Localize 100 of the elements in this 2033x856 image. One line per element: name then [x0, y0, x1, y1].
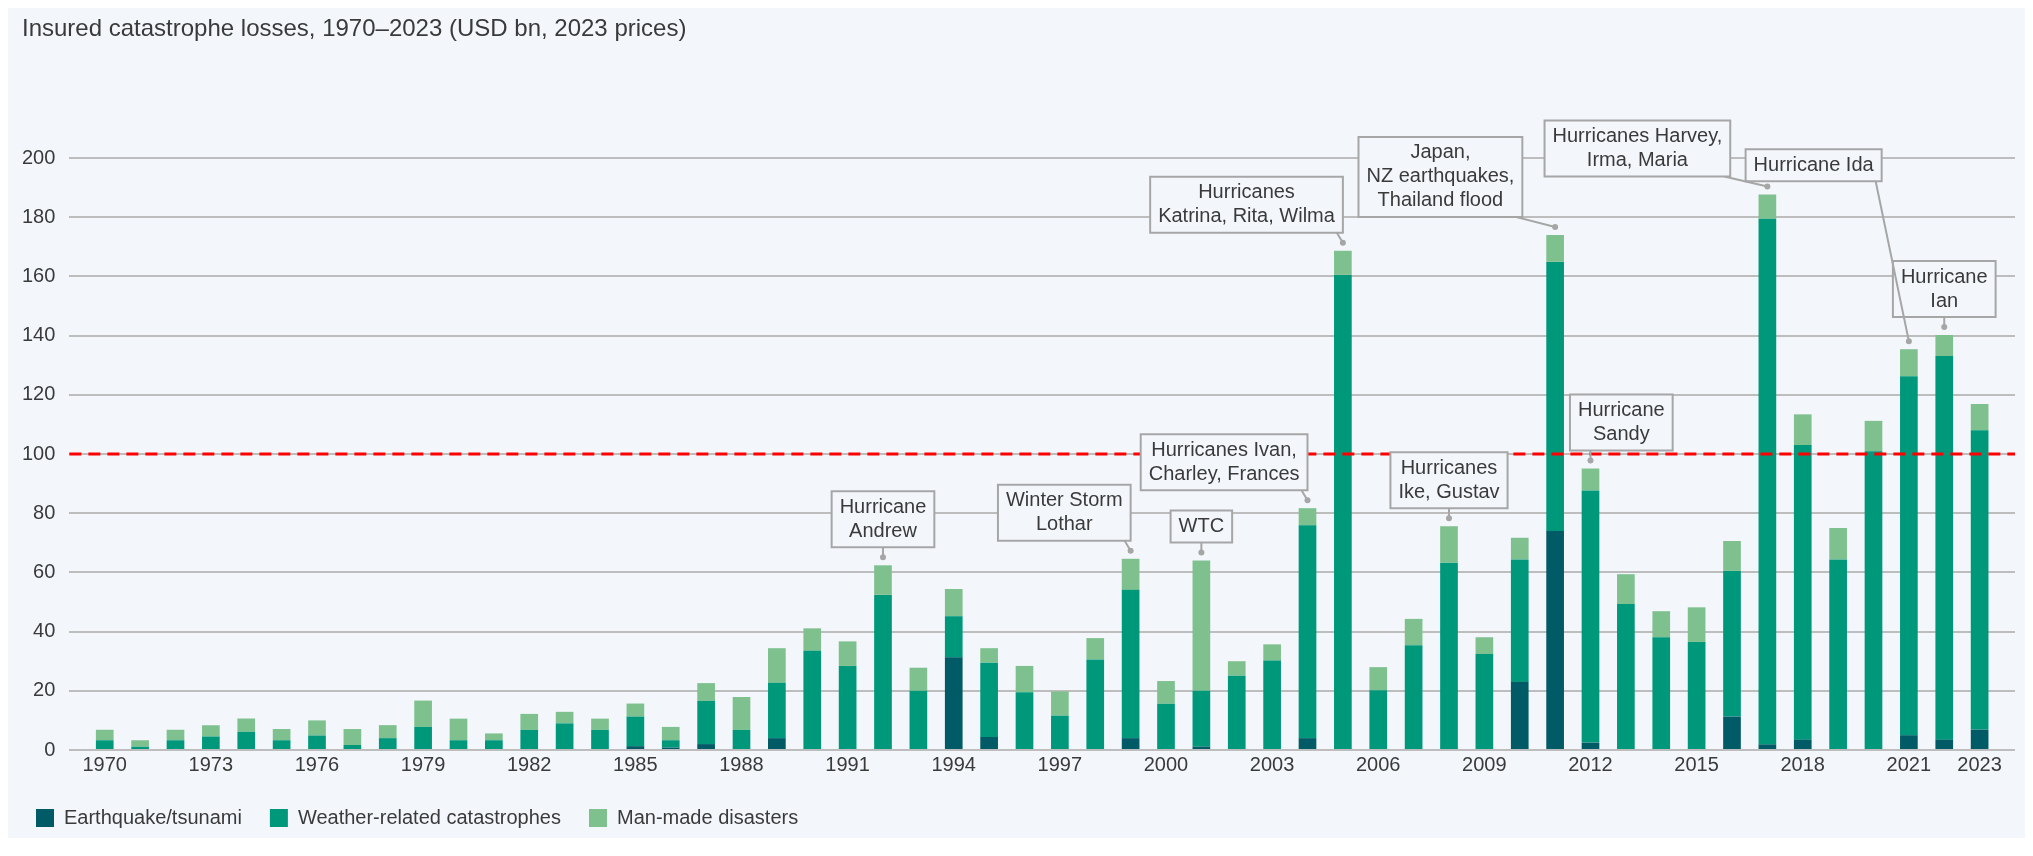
bar	[768, 738, 786, 749]
y-tick-label: 200	[21, 145, 56, 168]
y-tick-label: 100	[21, 441, 56, 464]
x-tick-label: 1991	[825, 752, 870, 775]
bar	[1793, 414, 1812, 446]
bar	[520, 713, 539, 730]
bar	[1829, 528, 1847, 560]
bar	[1900, 376, 1918, 736]
annotation: Winter Storm Lothar	[1005, 488, 1123, 535]
bar	[1475, 637, 1494, 655]
bar	[1864, 420, 1883, 452]
x-tick-label: 2006	[1356, 752, 1401, 775]
bar	[414, 700, 432, 727]
bar	[1793, 739, 1812, 749]
bar	[1581, 490, 1600, 743]
y-tick-label: 120	[21, 382, 56, 405]
bar	[1723, 570, 1741, 717]
bar	[661, 726, 680, 741]
annotation: Hurricane Ian	[1900, 264, 1988, 311]
y-tick-label: 160	[21, 263, 56, 286]
bar	[1227, 675, 1246, 749]
y-tick-label: 0	[44, 737, 56, 760]
bar	[1510, 559, 1529, 682]
bar	[1192, 690, 1211, 747]
bar	[1121, 558, 1140, 590]
bar	[378, 725, 397, 739]
bar	[308, 735, 326, 749]
bar	[1652, 611, 1671, 638]
bar	[591, 729, 609, 749]
bar	[1051, 715, 1069, 749]
bar	[343, 728, 362, 745]
bar	[449, 718, 468, 741]
bar	[166, 729, 185, 741]
bar	[626, 746, 645, 749]
y-tick-label: 40	[33, 619, 56, 642]
x-tick-label: 1970	[82, 752, 127, 775]
bar	[944, 588, 963, 617]
bar	[1900, 349, 1918, 377]
bar	[874, 594, 892, 749]
bar	[555, 723, 574, 749]
bar	[1298, 525, 1317, 739]
bar	[1227, 661, 1246, 676]
bar	[874, 565, 892, 595]
x-tick-label: 1976	[294, 752, 340, 775]
bar	[1935, 335, 1954, 357]
bar	[1687, 607, 1706, 642]
bar	[378, 738, 397, 749]
bar	[343, 744, 362, 749]
bar	[626, 716, 645, 747]
bar	[520, 729, 539, 749]
bar	[732, 729, 751, 749]
chart-title: Insured catastrophe losses, 1970–2023 (USD bn, 2023 prices)	[21, 13, 688, 43]
bar	[1723, 716, 1741, 749]
bar	[909, 690, 928, 749]
bar	[980, 648, 998, 663]
bar	[1510, 681, 1529, 749]
annotation: Hurricanes Harvey, Irma, Maria	[1552, 123, 1723, 170]
bar	[1546, 261, 1564, 531]
bar	[980, 662, 998, 737]
bar	[1617, 574, 1635, 605]
bar	[449, 740, 468, 749]
bar	[1758, 218, 1777, 745]
bar	[237, 731, 256, 749]
bar	[1723, 541, 1741, 571]
annotation: Hurricane Ida	[1753, 152, 1875, 175]
bar	[661, 740, 680, 748]
bar	[1298, 738, 1317, 749]
bar	[732, 697, 751, 730]
bar	[1404, 618, 1423, 646]
bar	[1157, 681, 1175, 704]
x-tick-label: 1988	[719, 752, 764, 775]
bar	[1793, 445, 1812, 740]
bar	[1829, 559, 1847, 749]
x-tick-label: 1973	[188, 752, 234, 775]
x-tick-label: 2000	[1143, 752, 1189, 775]
bar	[485, 740, 503, 749]
bar	[980, 736, 998, 749]
bar	[909, 667, 928, 691]
bar	[1970, 729, 1989, 749]
bar	[1263, 660, 1281, 749]
x-tick-label: 1997	[1037, 752, 1083, 775]
bar	[202, 725, 220, 737]
annotation: Hurricanes Ike, Gustav	[1398, 455, 1500, 502]
bar	[1758, 744, 1777, 749]
bar	[1864, 451, 1883, 749]
bar	[555, 711, 574, 724]
x-tick-label: 1982	[507, 752, 552, 775]
x-tick-label: 2012	[1568, 752, 1613, 775]
bar	[1617, 604, 1635, 749]
annotation: Hurricanes Ivan, Charley, Frances	[1148, 437, 1300, 484]
annotation: Hurricane Andrew	[839, 494, 927, 541]
y-tick-label: 60	[33, 559, 56, 582]
bar	[1334, 250, 1352, 275]
bar	[1121, 738, 1140, 749]
bar	[237, 718, 256, 732]
bar	[1510, 537, 1529, 560]
bar	[1157, 703, 1175, 749]
bar	[768, 682, 786, 739]
y-tick-label: 20	[33, 678, 56, 701]
bar	[272, 740, 291, 749]
